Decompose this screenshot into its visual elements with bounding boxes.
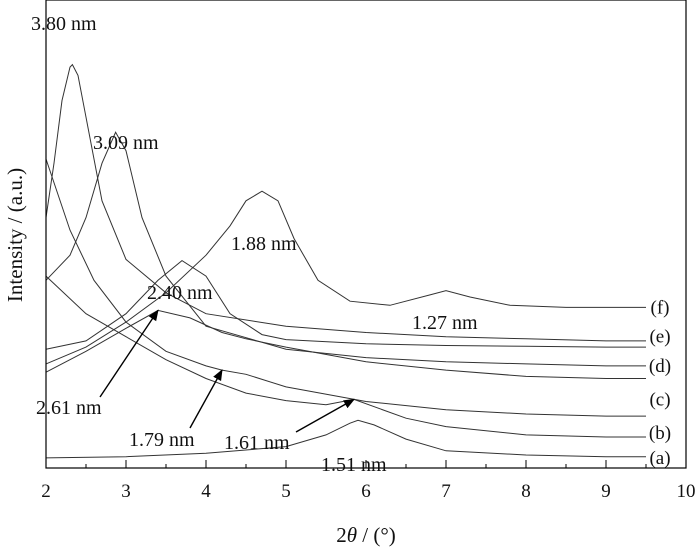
peak-arrow	[189, 369, 223, 429]
peak-label: 1.88 nm	[231, 233, 297, 255]
x-tick-label: 6	[361, 481, 371, 502]
peak-arrow	[295, 398, 355, 433]
x-tick-label: 9	[601, 481, 611, 502]
curve-tag: (d)	[649, 356, 671, 377]
peak-arrow	[99, 309, 159, 398]
series-curve	[45, 419, 646, 459]
peak-label: 1.27 nm	[412, 312, 478, 334]
peak-label: 3.80 nm	[31, 13, 97, 35]
series-curve	[45, 131, 646, 367]
curve-tag: (f)	[651, 297, 670, 318]
x-tick-label: 4	[201, 481, 211, 502]
x-tick-label: 8	[521, 481, 531, 502]
x-axis-title: 2θ / (°)	[336, 523, 396, 547]
curve-tag: (c)	[649, 389, 670, 410]
series-curve	[45, 158, 646, 417]
x-tick-label: 3	[121, 481, 131, 502]
series-curve	[45, 63, 646, 342]
x-tick-label: 5	[281, 481, 291, 502]
peak-label: 1.79 nm	[129, 429, 195, 451]
peak-label: 1.51 nm	[321, 454, 387, 476]
x-axis-ticks: 2 3 4 5 6 7 8 9 10	[41, 460, 696, 502]
plot-frame	[45, 0, 687, 469]
x-tick-label: 2	[41, 481, 51, 502]
x-tick-label: 7	[441, 481, 451, 502]
x-tick-label: 10	[677, 481, 696, 502]
peak-label: 2.61 nm	[36, 397, 102, 419]
curve-tag: (e)	[649, 327, 670, 348]
series-curve	[45, 259, 646, 350]
series-curves	[45, 63, 646, 459]
curve-tag: (b)	[649, 423, 671, 444]
peak-annotations: 3.80 nm 3.09 nm 1.88 nm 2.40 nm 1.27 nm 2.61 …	[31, 13, 478, 476]
curve-tags: (f) (e) (d) (c) (b) (a)	[649, 297, 671, 468]
curve-tag: (a)	[649, 448, 670, 469]
peak-label: 3.09 nm	[93, 132, 159, 154]
series-curve	[45, 275, 646, 438]
peak-label: 1.61 nm	[224, 432, 290, 454]
series-curve	[45, 309, 646, 379]
peak-label: 2.40 nm	[147, 282, 213, 304]
series-curve	[45, 190, 646, 365]
y-axis-title: Intensity / (a.u.)	[3, 168, 27, 302]
